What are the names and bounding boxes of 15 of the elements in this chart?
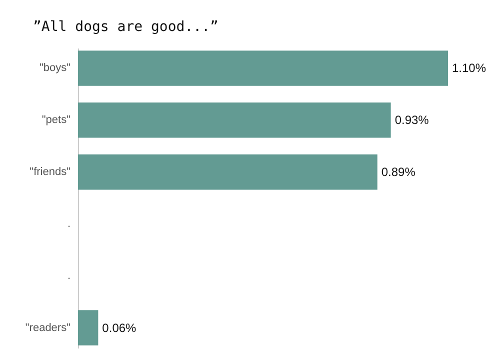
bar — [78, 310, 98, 346]
y-tick-label: "readers" — [25, 322, 71, 334]
y-tick-label: "boys" — [39, 62, 71, 74]
y-tick-label: "pets" — [42, 114, 71, 126]
chart-title: ”All dogs are good...” — [33, 19, 218, 35]
data-label: 0.89% — [381, 165, 416, 180]
y-tick-label: . — [67, 218, 70, 230]
data-label: 1.10% — [452, 61, 486, 76]
bar — [78, 50, 448, 86]
y-tick-label: "friends" — [30, 166, 71, 178]
data-label: 0.93% — [394, 113, 430, 128]
bar — [78, 154, 378, 190]
data-label: 0.06% — [102, 320, 137, 335]
bar — [78, 102, 391, 138]
y-tick-label: . — [67, 270, 70, 282]
